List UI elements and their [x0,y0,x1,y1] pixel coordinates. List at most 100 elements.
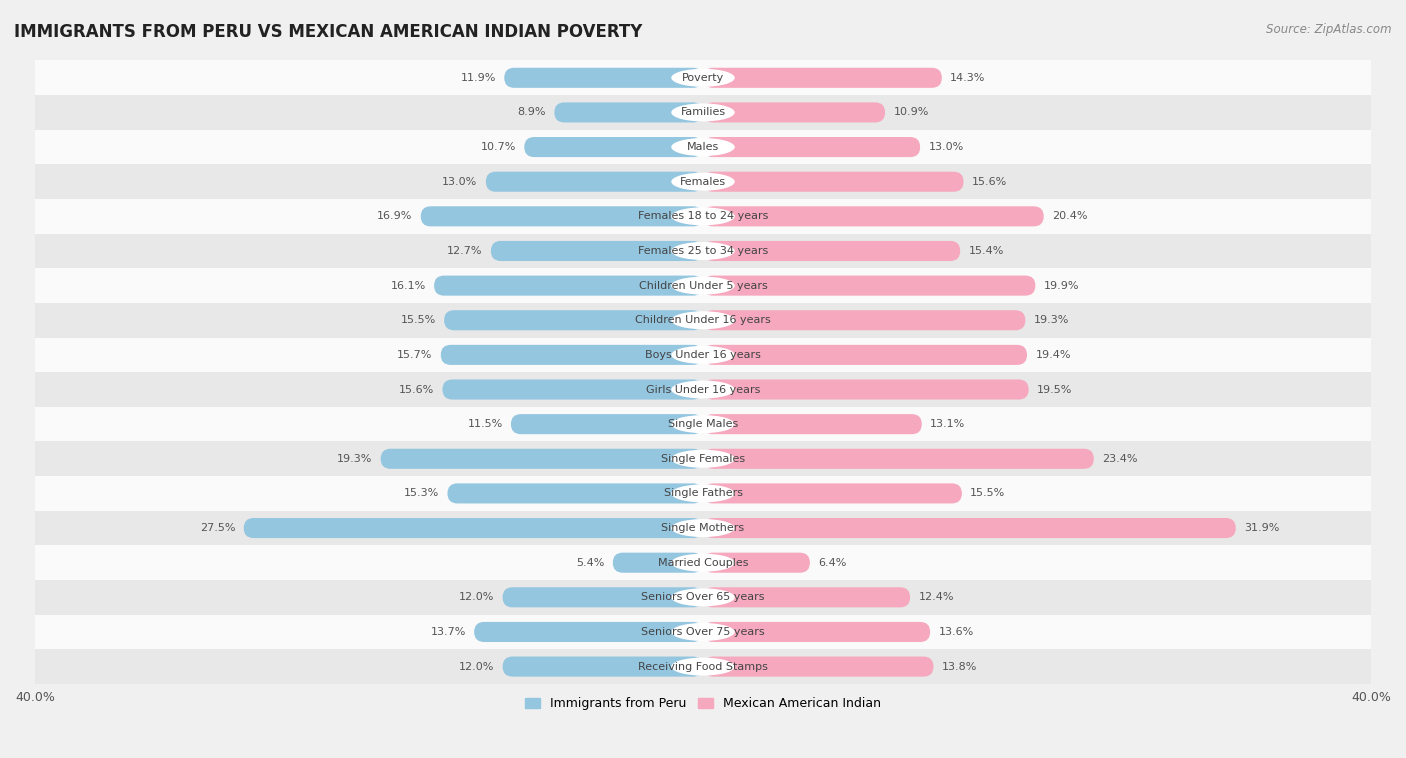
FancyBboxPatch shape [443,380,703,399]
FancyBboxPatch shape [703,206,1043,227]
Bar [35,580,1371,615]
FancyBboxPatch shape [703,587,910,607]
Text: 11.5%: 11.5% [467,419,502,429]
Bar [35,372,1371,407]
Text: Children Under 5 years: Children Under 5 years [638,280,768,290]
Text: 15.6%: 15.6% [399,384,434,394]
Text: 31.9%: 31.9% [1244,523,1279,533]
Text: Seniors Over 65 years: Seniors Over 65 years [641,592,765,603]
Ellipse shape [671,103,735,121]
Text: 14.3%: 14.3% [950,73,986,83]
FancyBboxPatch shape [703,380,1029,399]
Text: 12.4%: 12.4% [918,592,953,603]
Ellipse shape [671,553,735,572]
FancyBboxPatch shape [554,102,703,123]
Text: 13.0%: 13.0% [443,177,478,186]
FancyBboxPatch shape [434,276,703,296]
Ellipse shape [671,623,735,641]
FancyBboxPatch shape [703,67,942,88]
FancyBboxPatch shape [703,171,963,192]
FancyBboxPatch shape [703,276,1035,296]
Ellipse shape [671,658,735,675]
Text: 13.1%: 13.1% [931,419,966,429]
FancyBboxPatch shape [420,206,703,227]
FancyBboxPatch shape [703,656,934,677]
Text: 8.9%: 8.9% [517,108,546,117]
Text: Single Males: Single Males [668,419,738,429]
FancyBboxPatch shape [486,171,703,192]
Text: 20.4%: 20.4% [1052,211,1088,221]
FancyBboxPatch shape [381,449,703,469]
Text: Single Fathers: Single Fathers [664,488,742,499]
Text: 5.4%: 5.4% [576,558,605,568]
FancyBboxPatch shape [703,414,922,434]
FancyBboxPatch shape [491,241,703,261]
Text: IMMIGRANTS FROM PERU VS MEXICAN AMERICAN INDIAN POVERTY: IMMIGRANTS FROM PERU VS MEXICAN AMERICAN… [14,23,643,41]
Text: Seniors Over 75 years: Seniors Over 75 years [641,627,765,637]
Ellipse shape [671,208,735,225]
Text: 15.5%: 15.5% [401,315,436,325]
FancyBboxPatch shape [243,518,703,538]
FancyBboxPatch shape [703,345,1026,365]
Ellipse shape [671,519,735,537]
Text: 23.4%: 23.4% [1102,454,1137,464]
Text: 15.6%: 15.6% [972,177,1007,186]
Text: 27.5%: 27.5% [200,523,235,533]
Ellipse shape [671,381,735,399]
Text: 11.9%: 11.9% [461,73,496,83]
Text: 15.4%: 15.4% [969,246,1004,256]
Text: Males: Males [688,142,718,152]
FancyBboxPatch shape [613,553,703,573]
FancyBboxPatch shape [703,449,1094,469]
Ellipse shape [671,138,735,156]
Bar [35,337,1371,372]
Text: Source: ZipAtlas.com: Source: ZipAtlas.com [1267,23,1392,36]
Text: 19.3%: 19.3% [337,454,373,464]
Bar [35,268,1371,303]
FancyBboxPatch shape [510,414,703,434]
Text: Females: Females [681,177,725,186]
Bar [35,95,1371,130]
Text: 19.3%: 19.3% [1033,315,1069,325]
Text: Single Mothers: Single Mothers [661,523,745,533]
FancyBboxPatch shape [703,137,920,157]
Text: 19.4%: 19.4% [1035,350,1071,360]
Ellipse shape [671,173,735,191]
Text: Married Couples: Married Couples [658,558,748,568]
Text: Girls Under 16 years: Girls Under 16 years [645,384,761,394]
Text: 13.8%: 13.8% [942,662,977,672]
Legend: Immigrants from Peru, Mexican American Indian: Immigrants from Peru, Mexican American I… [520,692,886,715]
FancyBboxPatch shape [502,656,703,677]
Ellipse shape [671,484,735,503]
Bar [35,233,1371,268]
Text: 15.5%: 15.5% [970,488,1005,499]
Bar [35,650,1371,684]
Bar [35,476,1371,511]
FancyBboxPatch shape [447,484,703,503]
Text: 10.9%: 10.9% [893,108,929,117]
FancyBboxPatch shape [703,241,960,261]
Ellipse shape [671,242,735,260]
FancyBboxPatch shape [524,137,703,157]
Text: 12.0%: 12.0% [458,662,495,672]
FancyBboxPatch shape [703,310,1025,330]
Bar [35,130,1371,164]
Text: Families: Families [681,108,725,117]
Ellipse shape [671,277,735,295]
Bar [35,164,1371,199]
FancyBboxPatch shape [703,553,810,573]
Bar [35,199,1371,233]
Bar [35,407,1371,441]
Ellipse shape [671,346,735,364]
FancyBboxPatch shape [474,622,703,642]
FancyBboxPatch shape [502,587,703,607]
Text: 10.7%: 10.7% [481,142,516,152]
Text: Females 25 to 34 years: Females 25 to 34 years [638,246,768,256]
Ellipse shape [671,415,735,433]
Text: 6.4%: 6.4% [818,558,846,568]
FancyBboxPatch shape [441,345,703,365]
FancyBboxPatch shape [703,518,1236,538]
Text: 19.9%: 19.9% [1043,280,1080,290]
Ellipse shape [671,449,735,468]
Text: 15.7%: 15.7% [396,350,433,360]
